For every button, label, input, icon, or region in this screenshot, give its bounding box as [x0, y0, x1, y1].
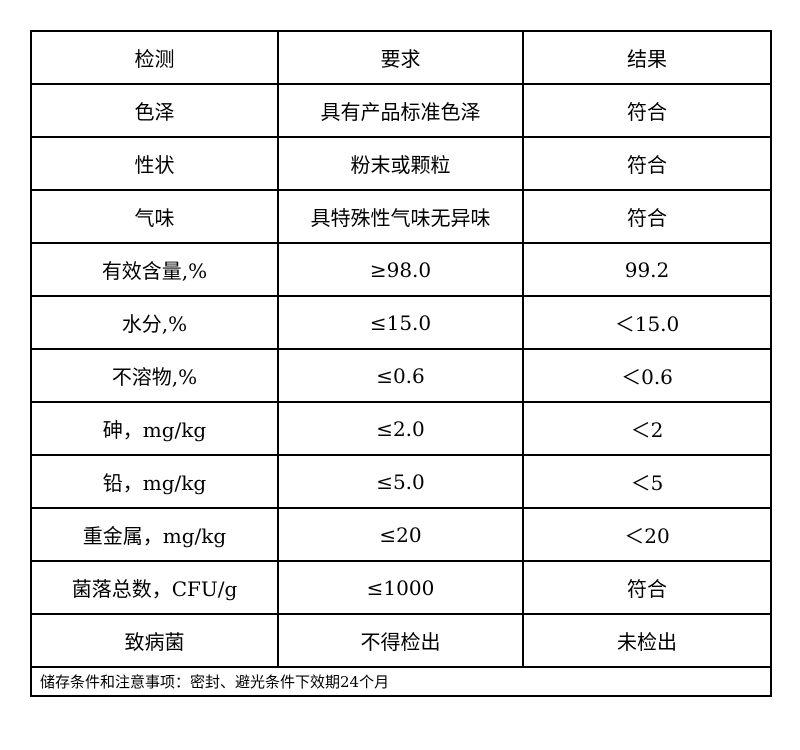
- table-row: 砷，mg/kg ≤2.0 ＜2: [30, 401, 772, 456]
- requirement-cell: ≤0.6: [277, 348, 524, 403]
- result-cell: ＜2: [522, 401, 772, 456]
- table-row: 重金属，mg/kg ≤20 ＜20: [30, 507, 772, 562]
- result-cell: ＜15.0: [522, 295, 772, 350]
- table-row: 水分,% ≤15.0 ＜15.0: [30, 295, 772, 350]
- result-cell: 99.2: [522, 242, 772, 297]
- requirement-cell: 不得检出: [277, 613, 524, 668]
- test-item-cell: 重金属，mg/kg: [30, 507, 279, 562]
- header-test: 检测: [30, 30, 279, 85]
- table-row: 有效含量,% ≥98.0 99.2: [30, 242, 772, 297]
- test-item-cell: 不溶物,%: [30, 348, 279, 403]
- header-requirement: 要求: [277, 30, 524, 85]
- result-cell: 符合: [522, 189, 772, 244]
- result-cell: ＜0.6: [522, 348, 772, 403]
- table-row: 致病菌 不得检出 未检出: [30, 613, 772, 668]
- requirement-cell: ≤1000: [277, 560, 524, 615]
- test-item-cell: 气味: [30, 189, 279, 244]
- requirement-cell: ≤15.0: [277, 295, 524, 350]
- test-item-cell: 铅，mg/kg: [30, 454, 279, 509]
- test-item-cell: 砷，mg/kg: [30, 401, 279, 456]
- header-row: 检测 要求 结果: [30, 30, 772, 85]
- table-row: 气味 具特殊性气味无异味 符合: [30, 189, 772, 244]
- result-cell: 未检出: [522, 613, 772, 668]
- result-cell: 符合: [522, 560, 772, 615]
- requirement-cell: 具有产品标准色泽: [277, 83, 524, 138]
- result-cell: ＜5: [522, 454, 772, 509]
- result-cell: ＜20: [522, 507, 772, 562]
- requirement-cell: 具特殊性气味无异味: [277, 189, 524, 244]
- requirement-cell: 粉末或颗粒: [277, 136, 524, 191]
- test-item-cell: 性状: [30, 136, 279, 191]
- table-row: 不溶物,% ≤0.6 ＜0.6: [30, 348, 772, 403]
- test-item-cell: 致病菌: [30, 613, 279, 668]
- result-cell: 符合: [522, 83, 772, 138]
- table-row: 铅，mg/kg ≤5.0 ＜5: [30, 454, 772, 509]
- result-cell: 符合: [522, 136, 772, 191]
- requirement-cell: ≥98.0: [277, 242, 524, 297]
- table-row: 色泽 具有产品标准色泽 符合: [30, 83, 772, 138]
- header-result: 结果: [522, 30, 772, 85]
- footer-row: 储存条件和注意事项：密封、避光条件下效期24个月: [30, 666, 772, 697]
- test-item-cell: 菌落总数，CFU/g: [30, 560, 279, 615]
- requirement-cell: ≤5.0: [277, 454, 524, 509]
- inspection-table: 检测 要求 结果 色泽 具有产品标准色泽 符合 性状 粉末或颗粒 符合 气味 具特殊性气味无异…: [30, 30, 772, 697]
- test-item-cell: 有效含量,%: [30, 242, 279, 297]
- table-row: 菌落总数，CFU/g ≤1000 符合: [30, 560, 772, 615]
- requirement-cell: ≤2.0: [277, 401, 524, 456]
- table-row: 性状 粉末或颗粒 符合: [30, 136, 772, 191]
- requirement-cell: ≤20: [277, 507, 524, 562]
- storage-note: 储存条件和注意事项：密封、避光条件下效期24个月: [30, 666, 772, 697]
- test-item-cell: 色泽: [30, 83, 279, 138]
- test-item-cell: 水分,%: [30, 295, 279, 350]
